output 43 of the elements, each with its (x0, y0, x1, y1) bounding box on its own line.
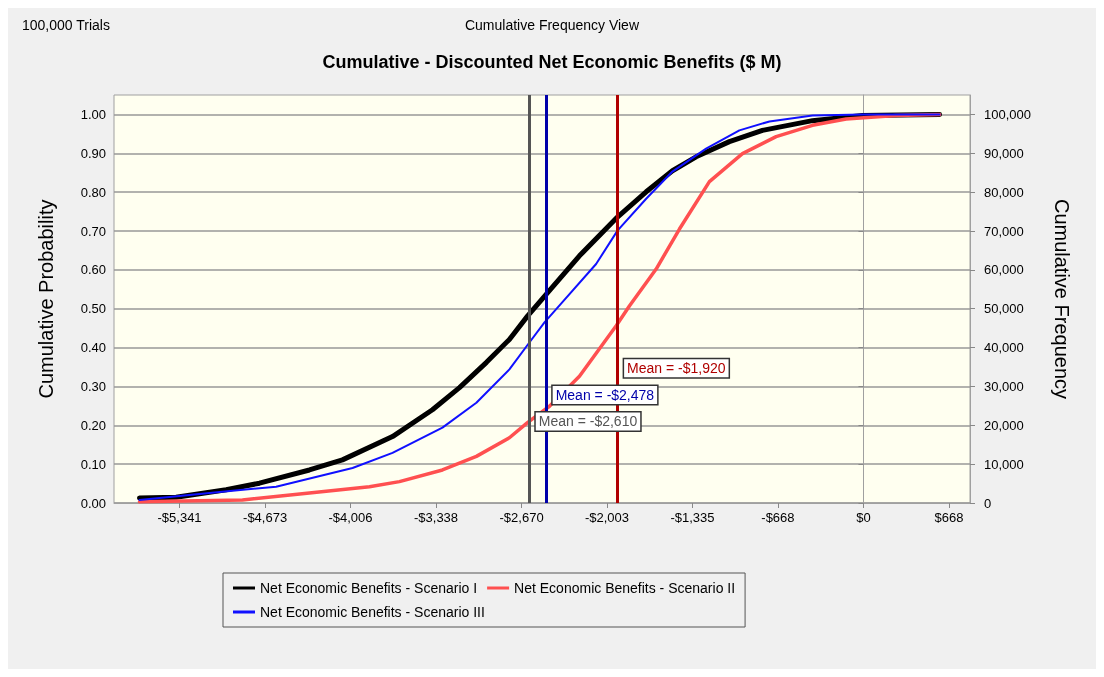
y2-tick-label: 90,000 (984, 145, 1024, 161)
y-tick-label: 0.70 (80, 223, 106, 239)
y-axis-title: Cumulative Probability (35, 199, 57, 399)
y2-tick-label: 20,000 (984, 417, 1024, 433)
chart-title: Cumulative - Discounted Net Economic Benefits ($ M) (322, 52, 782, 72)
y-tick-label: 0.80 (80, 184, 106, 200)
text: Cumulative Frequency View (464, 17, 640, 33)
y-tick-label: 0.40 (80, 340, 106, 356)
x-tick-label: -$4,673 (243, 510, 288, 525)
x-tick-label: $668 (934, 510, 964, 525)
text: 100,000 Trials (22, 17, 110, 33)
legend-label: Net Economic Benefits - Scenario II (514, 580, 736, 596)
y2-tick-label: 50,000 (984, 301, 1024, 317)
x-tick-label: -$1,335 (670, 510, 715, 525)
x-tick-label: -$4,006 (328, 510, 373, 525)
ref-line-label: Mean = -$1,920 (627, 360, 726, 377)
y-tick-label: 0.00 (80, 495, 106, 511)
y2-tick-label: 80,000 (984, 184, 1024, 200)
x-tick-label: -$3,338 (413, 510, 459, 525)
y2-tick-label: 10,000 (984, 456, 1024, 472)
y2-axis-title: Cumulative Frequency (1051, 198, 1073, 400)
y-tick-label: 0.60 (80, 262, 106, 278)
y-tick-label: 0.10 (80, 456, 106, 472)
x-tick-label: $0 (856, 510, 871, 525)
y2-tick-label: 60,000 (984, 262, 1024, 278)
y-tick-label: 0.30 (80, 378, 106, 394)
y-tick-label: 0.50 (80, 301, 106, 317)
ref-line-label: Mean = -$2,610 (538, 413, 638, 430)
y2-tick-label: 40,000 (984, 340, 1024, 356)
x-tick-label: -$2,003 (584, 510, 630, 525)
y-tick-label: 1.00 (80, 106, 106, 122)
y-tick-label: 0.20 (80, 417, 106, 433)
ref-line-label: Mean = -$2,478 (555, 386, 655, 403)
x-tick-label: -$2,670 (499, 510, 544, 525)
y-tick-label: 0.90 (80, 145, 106, 161)
y2-tick-label: 100,000 (984, 106, 1031, 122)
x-tick-label: -$5,341 (157, 510, 202, 525)
legend-label: Net Economic Benefits - Scenario I (260, 580, 478, 596)
x-tick-label: -$668 (761, 510, 795, 525)
y2-tick-label: 30,000 (984, 378, 1024, 394)
y2-tick-label: 0 (984, 495, 992, 511)
y2-tick-label: 70,000 (984, 223, 1024, 239)
legend-label: Net Economic Benefits - Scenario III (260, 604, 485, 620)
